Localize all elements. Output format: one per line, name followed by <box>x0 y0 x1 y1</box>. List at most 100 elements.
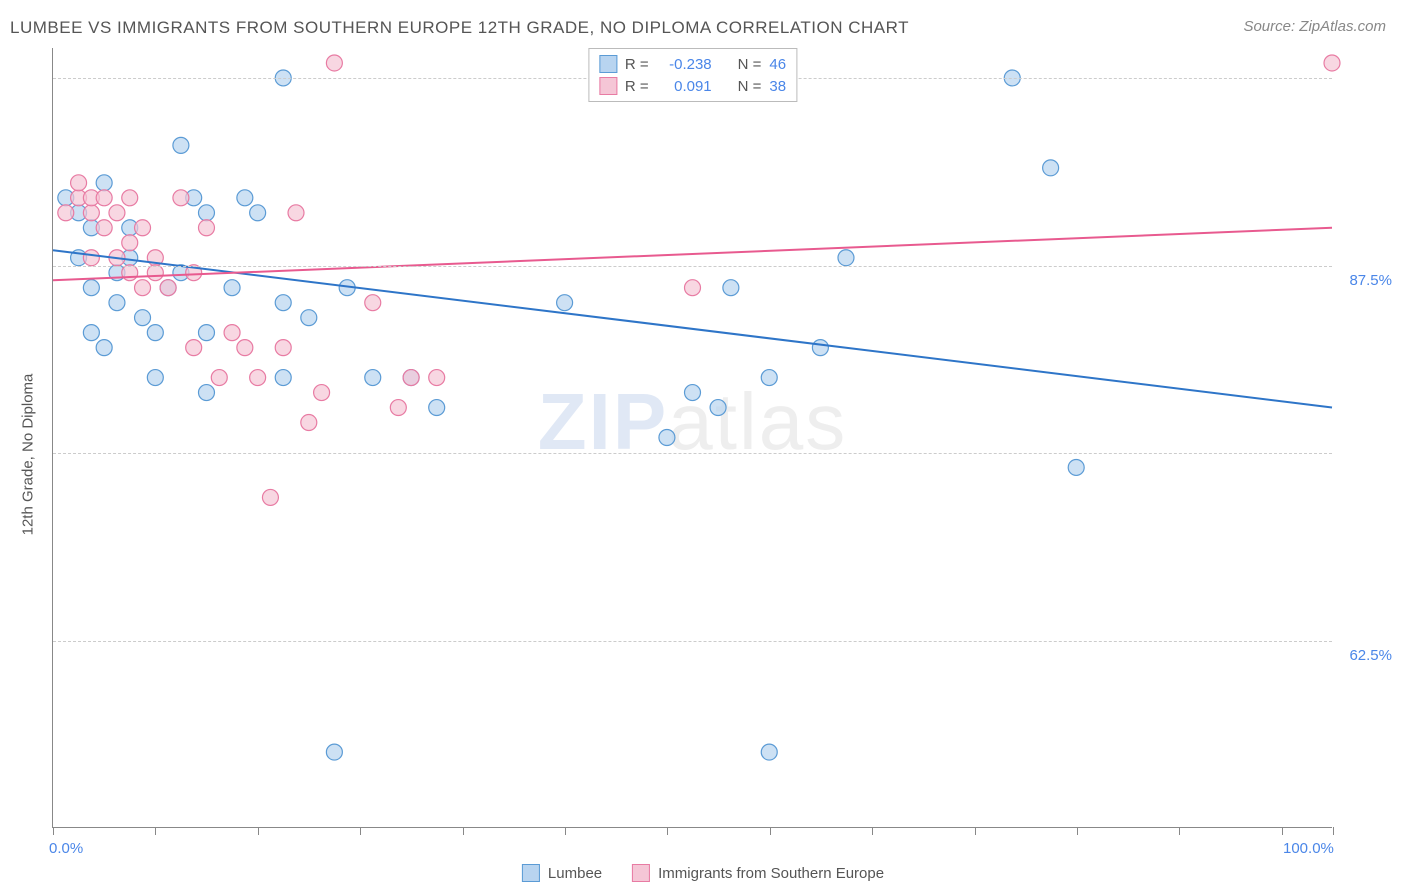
scatter-point <box>429 370 445 386</box>
scatter-point <box>761 744 777 760</box>
scatter-point <box>198 325 214 341</box>
scatter-point <box>365 295 381 311</box>
scatter-point <box>83 205 99 221</box>
scatter-point <box>275 295 291 311</box>
scatter-point <box>250 205 266 221</box>
scatter-point <box>135 310 151 326</box>
x-tick <box>360 827 361 835</box>
scatter-point <box>237 340 253 356</box>
scatter-point <box>1324 55 1340 71</box>
scatter-point <box>186 340 202 356</box>
scatter-point <box>224 280 240 296</box>
legend-r-label: R = <box>625 78 649 95</box>
legend-series-label: Lumbee <box>548 865 602 882</box>
legend-n-value: 46 <box>769 56 786 73</box>
legend-swatch <box>522 864 540 882</box>
scatter-point <box>314 385 330 401</box>
scatter-point <box>1043 160 1059 176</box>
scatter-point <box>1068 459 1084 475</box>
scatter-point <box>83 280 99 296</box>
scatter-point <box>812 340 828 356</box>
scatter-point <box>723 280 739 296</box>
scatter-point <box>135 220 151 236</box>
legend-series-item: Lumbee <box>522 864 602 882</box>
scatter-point <box>198 205 214 221</box>
legend-swatch <box>599 77 617 95</box>
legend-swatch <box>632 864 650 882</box>
scatter-point <box>288 205 304 221</box>
legend-n-value: 38 <box>769 78 786 95</box>
scatter-point <box>262 489 278 505</box>
scatter-point <box>96 220 112 236</box>
scatter-point <box>122 265 138 281</box>
legend-stat-row: R = 0.091 N = 38 <box>599 75 786 97</box>
scatter-point <box>135 280 151 296</box>
legend-series-label: Immigrants from Southern Europe <box>658 865 884 882</box>
plot-area: ZIPatlas R =-0.238N =46R =0.091N =38 62.… <box>52 48 1332 828</box>
x-tick <box>770 827 771 835</box>
x-tick <box>155 827 156 835</box>
legend-swatch <box>599 55 617 73</box>
scatter-point <box>147 265 163 281</box>
gridline <box>53 266 1332 267</box>
scatter-point <box>109 295 125 311</box>
chart-svg <box>53 48 1332 827</box>
scatter-point <box>83 325 99 341</box>
scatter-point <box>390 400 406 416</box>
scatter-point <box>173 190 189 206</box>
legend-n-label: N = <box>738 56 762 73</box>
scatter-point <box>147 370 163 386</box>
scatter-point <box>326 55 342 71</box>
scatter-point <box>160 280 176 296</box>
scatter-point <box>198 385 214 401</box>
scatter-point <box>301 415 317 431</box>
scatter-point <box>429 400 445 416</box>
x-tick <box>975 827 976 835</box>
scatter-point <box>122 235 138 251</box>
legend-r-value: 0.091 <box>657 78 712 95</box>
scatter-point <box>96 190 112 206</box>
scatter-point <box>250 370 266 386</box>
legend-series: Lumbee Immigrants from Southern Europe <box>522 864 884 882</box>
source-label: Source: ZipAtlas.com <box>1243 18 1386 35</box>
x-tick <box>1333 827 1334 835</box>
legend-series-item: Immigrants from Southern Europe <box>632 864 884 882</box>
correlation-chart: LUMBEE VS IMMIGRANTS FROM SOUTHERN EUROP… <box>0 0 1406 892</box>
gridline <box>53 453 1332 454</box>
scatter-point <box>96 175 112 191</box>
scatter-point <box>96 340 112 356</box>
legend-n-label: N = <box>738 78 762 95</box>
scatter-point <box>198 220 214 236</box>
chart-title: LUMBEE VS IMMIGRANTS FROM SOUTHERN EUROP… <box>10 18 909 38</box>
y-tick-label: 87.5% <box>1349 272 1392 289</box>
scatter-point <box>685 280 701 296</box>
scatter-point <box>301 310 317 326</box>
scatter-point <box>710 400 726 416</box>
scatter-point <box>659 430 675 446</box>
x-tick <box>1077 827 1078 835</box>
scatter-point <box>761 370 777 386</box>
x-tick-label: 0.0% <box>49 840 83 857</box>
x-tick <box>463 827 464 835</box>
x-tick <box>1179 827 1180 835</box>
legend-stat-row: R = -0.238 N = 46 <box>599 53 786 75</box>
gridline <box>53 641 1332 642</box>
legend-r-value: -0.238 <box>657 56 712 73</box>
scatter-point <box>173 137 189 153</box>
scatter-point <box>58 205 74 221</box>
scatter-point <box>122 190 138 206</box>
x-tick <box>1282 827 1283 835</box>
y-axis-label: 12th Grade, No Diploma <box>20 374 37 536</box>
regression-line <box>53 250 1332 407</box>
scatter-point <box>275 370 291 386</box>
x-tick <box>258 827 259 835</box>
scatter-point <box>237 190 253 206</box>
y-tick-label: 62.5% <box>1349 647 1392 664</box>
scatter-point <box>685 385 701 401</box>
legend-r-label: R = <box>625 56 649 73</box>
scatter-point <box>838 250 854 266</box>
scatter-point <box>83 250 99 266</box>
scatter-point <box>275 340 291 356</box>
scatter-point <box>211 370 227 386</box>
x-tick <box>565 827 566 835</box>
